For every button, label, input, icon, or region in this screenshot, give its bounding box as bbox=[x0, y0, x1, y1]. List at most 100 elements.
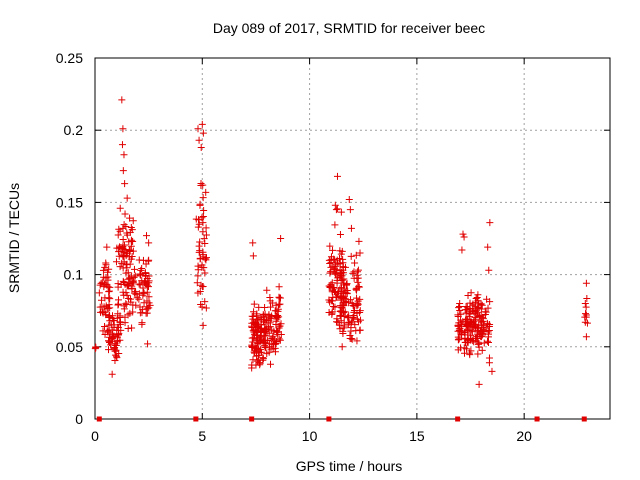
data-point bbox=[196, 287, 204, 295]
data-point bbox=[201, 298, 209, 306]
data-point bbox=[329, 302, 337, 310]
data-point bbox=[473, 332, 481, 340]
data-point bbox=[581, 299, 589, 307]
data-point bbox=[123, 249, 131, 257]
data-point bbox=[132, 301, 140, 309]
data-point bbox=[122, 223, 130, 231]
data-point bbox=[123, 194, 131, 202]
data-point bbox=[268, 312, 276, 320]
data-point bbox=[199, 282, 207, 290]
data-point bbox=[483, 295, 491, 303]
data-point bbox=[124, 325, 132, 333]
data-point bbox=[454, 311, 462, 319]
data-point bbox=[145, 293, 153, 301]
y-tick-label: 0.15 bbox=[56, 194, 83, 210]
x-axis-label: GPS time / hours bbox=[296, 458, 403, 474]
data-point bbox=[195, 220, 203, 228]
data-point bbox=[254, 340, 262, 348]
data-point bbox=[479, 326, 487, 334]
data-point bbox=[130, 289, 138, 297]
data-point bbox=[104, 304, 112, 312]
data-point bbox=[332, 289, 340, 297]
data-point bbox=[128, 324, 136, 332]
data-point bbox=[253, 328, 261, 336]
data-point bbox=[195, 136, 203, 144]
data-point bbox=[248, 342, 256, 350]
data-point bbox=[475, 321, 483, 329]
data-point bbox=[254, 316, 262, 324]
data-point bbox=[336, 231, 344, 239]
data-point bbox=[129, 217, 137, 225]
data-point bbox=[484, 243, 492, 251]
data-point bbox=[118, 259, 126, 267]
data-point bbox=[326, 283, 334, 291]
data-point bbox=[466, 349, 473, 357]
data-point bbox=[331, 303, 339, 311]
data-point bbox=[465, 326, 473, 334]
data-point bbox=[124, 275, 132, 283]
data-point bbox=[199, 228, 207, 236]
data-point bbox=[97, 279, 105, 287]
data-point bbox=[337, 317, 345, 325]
data-point bbox=[145, 239, 153, 247]
data-point bbox=[128, 285, 136, 293]
data-point bbox=[345, 299, 353, 307]
data-point bbox=[327, 268, 335, 276]
data-point bbox=[194, 266, 202, 274]
data-point bbox=[326, 242, 334, 250]
data-point bbox=[110, 344, 118, 352]
data-point bbox=[350, 314, 358, 322]
data-point bbox=[133, 294, 141, 302]
data-point bbox=[106, 295, 114, 303]
data-point bbox=[467, 289, 475, 297]
data-point bbox=[462, 316, 470, 324]
data-point bbox=[127, 223, 135, 231]
data-point bbox=[275, 301, 283, 309]
data-point bbox=[114, 231, 122, 239]
data-point bbox=[116, 204, 124, 212]
data-point bbox=[198, 120, 206, 128]
data-point bbox=[196, 200, 204, 208]
data-point bbox=[193, 279, 201, 287]
data-point bbox=[458, 246, 466, 254]
data-point bbox=[202, 224, 210, 232]
data-point bbox=[333, 205, 341, 213]
data-point bbox=[474, 350, 482, 358]
data-point bbox=[194, 223, 202, 231]
data-point bbox=[341, 263, 349, 271]
data-point bbox=[96, 281, 104, 289]
data-point bbox=[275, 324, 283, 332]
data-point bbox=[248, 319, 256, 327]
data-point bbox=[119, 264, 127, 272]
data-point bbox=[103, 243, 111, 251]
data-point bbox=[344, 320, 352, 328]
data-point bbox=[195, 242, 203, 250]
data-point bbox=[336, 267, 344, 275]
data-point bbox=[348, 299, 356, 307]
data-point bbox=[121, 280, 129, 288]
data-point bbox=[119, 167, 127, 175]
data-point bbox=[331, 201, 339, 209]
data-point bbox=[275, 283, 283, 291]
data-point bbox=[331, 221, 339, 229]
data-point bbox=[266, 297, 274, 305]
data-point bbox=[268, 340, 276, 348]
data-point bbox=[140, 299, 148, 307]
data-point bbox=[462, 303, 470, 311]
data-point bbox=[106, 283, 114, 291]
data-point bbox=[454, 321, 462, 329]
data-point bbox=[333, 266, 341, 274]
data-point bbox=[473, 293, 481, 301]
data-point bbox=[353, 337, 361, 345]
data-point bbox=[478, 305, 486, 313]
data-point bbox=[194, 125, 202, 133]
y-tick-label: 0 bbox=[75, 411, 83, 427]
data-point bbox=[126, 309, 134, 317]
data-point bbox=[351, 259, 359, 267]
data-point bbox=[100, 280, 108, 288]
data-point bbox=[276, 336, 284, 344]
data-point bbox=[582, 279, 590, 287]
data-point bbox=[271, 348, 279, 356]
data-point bbox=[337, 271, 345, 279]
data-point bbox=[143, 309, 151, 317]
